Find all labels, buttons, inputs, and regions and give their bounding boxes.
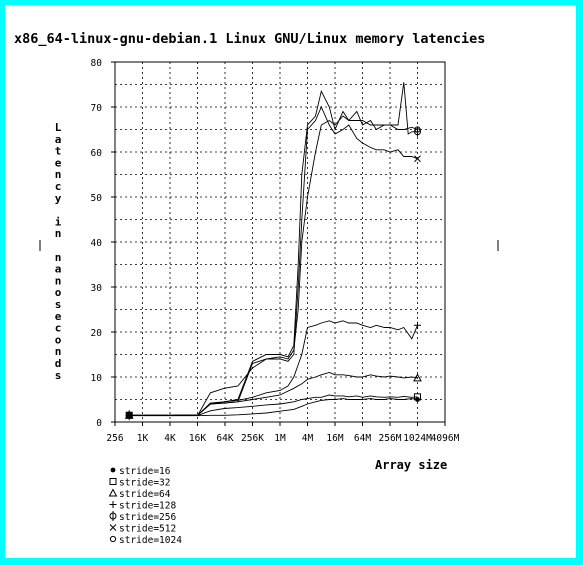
y-tick-label: 60 <box>91 148 103 159</box>
legend-label: stride=16 <box>119 466 171 477</box>
y-tick-label: 50 <box>91 193 103 204</box>
legend-item: stride=512 <box>109 524 176 535</box>
x-tick-label: 256M <box>379 433 402 444</box>
legend-item: stride=64 <box>108 488 171 500</box>
series-line <box>129 320 418 416</box>
y-axis-label-char: a <box>55 133 62 146</box>
x-tick-label: 1M <box>274 433 286 444</box>
y-axis-label-char: o <box>55 286 62 299</box>
legend-item: stride=256 <box>109 511 176 523</box>
y-axis-label-char: n <box>55 274 62 287</box>
y-axis-label-char: n <box>55 345 62 358</box>
y-axis-label-char: s <box>55 298 62 311</box>
y-axis-ticks: 0 10 20 30 40 50 60 70 80 <box>91 58 115 429</box>
x-tick-label: 4096M <box>431 433 460 444</box>
y-axis-label-char: e <box>55 156 62 169</box>
x-tick-label: 16K <box>189 433 206 444</box>
legend-item: stride=16 <box>110 466 171 477</box>
data-point-marker <box>414 393 421 401</box>
data-point-marker <box>109 535 117 543</box>
legend-label: stride=1024 <box>119 535 182 546</box>
y-axis-label-char: t <box>55 145 62 158</box>
y-tick-label: 70 <box>91 103 103 114</box>
series-line <box>129 90 418 416</box>
y-axis-label-char: i <box>55 215 62 228</box>
series-line <box>129 398 418 417</box>
y-tick-label: 80 <box>91 58 103 69</box>
series-layer <box>124 82 422 421</box>
y-tick-label: 0 <box>96 418 102 429</box>
series-line <box>129 105 418 416</box>
y-axis-label-char: a <box>55 263 62 276</box>
legend-label: stride=128 <box>119 501 176 512</box>
y-tick-label: 20 <box>91 328 103 339</box>
x-tick-label: 4K <box>164 433 176 444</box>
x-axis-label: Array size <box>375 458 447 472</box>
data-point-marker <box>414 321 421 329</box>
data-point-marker <box>109 478 117 485</box>
y-tick-label: 40 <box>91 238 103 249</box>
x-tick-label: 256 <box>106 433 123 444</box>
legend-item: stride=1024 <box>109 535 182 546</box>
legend-item: stride=32 <box>109 478 170 489</box>
y-axis-label-char: n <box>55 168 62 181</box>
x-tick-label: 1024M <box>403 433 432 444</box>
data-point-marker <box>108 488 118 497</box>
x-tick-label: 4M <box>302 433 314 444</box>
chart-title: x86_64-linux-gnu-debian.1 Linux GNU/Linu… <box>14 31 485 47</box>
legend: stride=16stride=32stride=64stride=128str… <box>108 466 182 546</box>
data-point-marker <box>109 501 117 508</box>
legend-label: stride=256 <box>119 512 176 523</box>
data-point-marker <box>110 467 116 473</box>
data-point-marker <box>109 524 117 531</box>
x-tick-label: 64M <box>354 433 371 444</box>
y-axis-label-char: d <box>55 357 62 370</box>
legend-label: stride=64 <box>119 489 171 500</box>
y-tick-label: 30 <box>91 283 103 294</box>
y-axis-label-char: c <box>55 180 62 193</box>
x-tick-label: 1K <box>137 433 149 444</box>
x-tick-label: 256K <box>241 433 264 444</box>
y-axis-label-char: o <box>55 333 62 346</box>
data-point-marker <box>414 126 421 133</box>
data-point-marker <box>413 373 422 382</box>
legend-label: stride=512 <box>119 524 176 535</box>
y-axis-label-char: s <box>55 369 62 382</box>
x-tick-label: 16M <box>326 433 343 444</box>
y-axis-label-char: n <box>55 251 62 264</box>
series-line <box>129 372 418 416</box>
latency-chart: x86_64-linux-gnu-debian.1 Linux GNU/Linu… <box>14 31 499 546</box>
data-point-marker <box>126 412 133 419</box>
data-point-marker <box>414 155 421 163</box>
y-axis-label-char: n <box>55 227 62 240</box>
y-axis-label-char: y <box>55 192 62 205</box>
x-axis-ticks: 256 1K 4K 16K 64K 256K 1M 4M 16M 64M 256M 1024M4096… <box>106 422 460 444</box>
series-stride-64 <box>124 372 422 419</box>
grid-lines <box>115 62 445 422</box>
y-axis-label-char: c <box>55 322 62 335</box>
y-tick-label: 10 <box>91 373 103 384</box>
y-axis-label-char: e <box>55 310 62 323</box>
series-line <box>129 82 418 416</box>
legend-item: stride=128 <box>109 501 176 512</box>
legend-label: stride=32 <box>119 478 170 489</box>
series-stride-1024 <box>126 90 421 419</box>
chart-frame: x86_64-linux-gnu-debian.1 Linux GNU/Linu… <box>5 5 576 558</box>
x-tick-label: 64K <box>216 433 233 444</box>
series-line <box>129 394 418 416</box>
y-axis-label-char: L <box>55 121 62 134</box>
